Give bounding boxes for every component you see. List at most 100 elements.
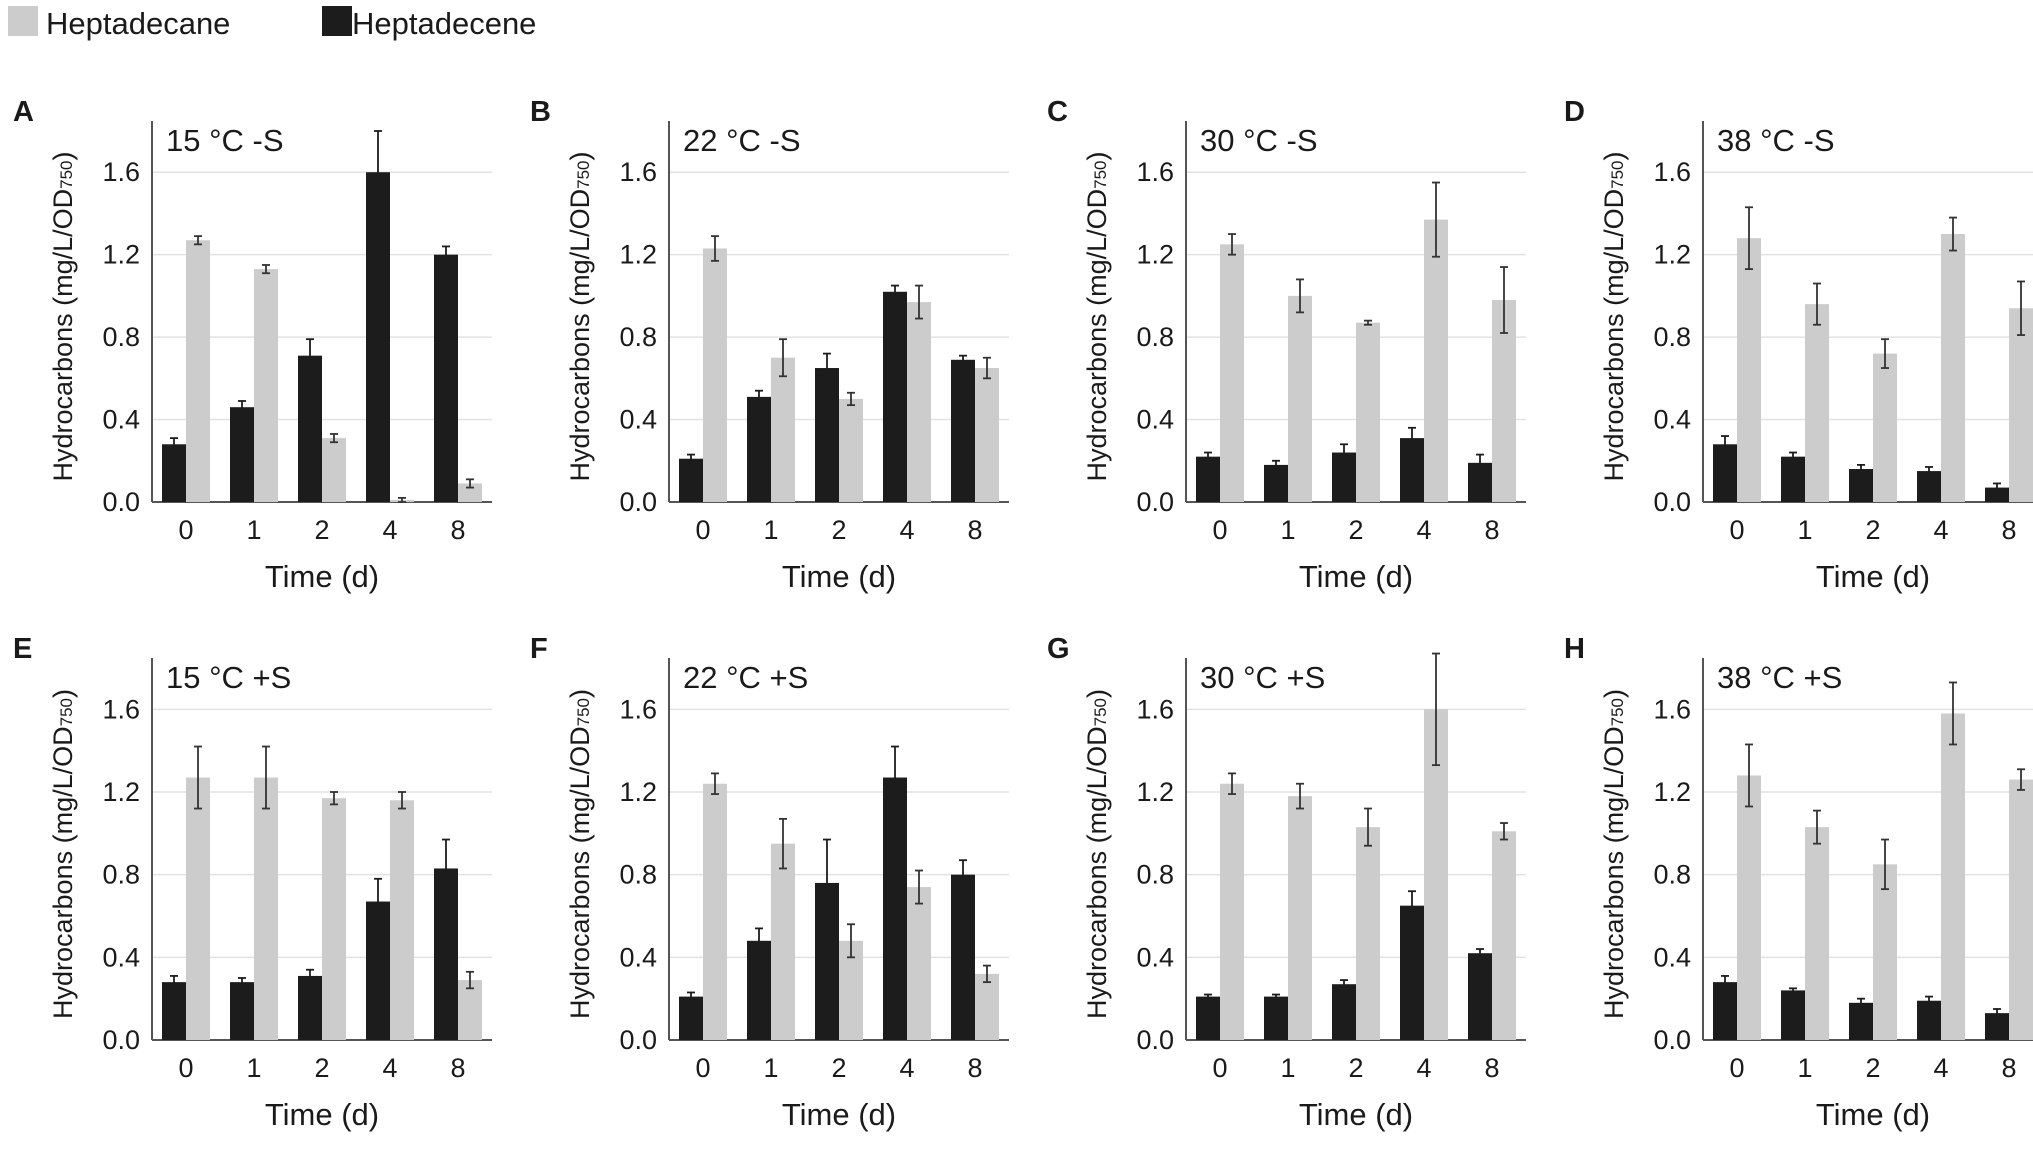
y-axis-label-close: ) (565, 152, 595, 161)
bar-heptadecene-day-4 (1917, 1000, 1941, 1040)
bar-heptadecene-day-2 (298, 975, 322, 1040)
panel-letter: H (1564, 633, 1585, 665)
y-tick-label: 1.2 (1653, 240, 1691, 270)
error-bar-heptadecane-day-8 (2017, 280, 2025, 336)
y-axis-label-main: Hydrocarbons (mg/L/OD (565, 189, 595, 482)
error-bar-heptadecene-day-2 (1857, 463, 1865, 475)
bar-heptadecane-day-4 (1424, 219, 1448, 502)
x-tick-label: 8 (967, 1053, 982, 1083)
error-bar-heptadecene-day-0 (170, 975, 178, 990)
bar-heptadecane-day-2 (1356, 322, 1380, 502)
y-axis-label-close: ) (48, 689, 78, 698)
error-bar-heptadecane-day-1 (1813, 809, 1821, 845)
error-bar-heptadecene-day-4 (374, 877, 382, 926)
error-bar-heptadecane-day-0 (1745, 743, 1753, 808)
x-tick-label: 8 (450, 1053, 465, 1083)
bar-heptadecane-day-1 (1805, 304, 1829, 502)
error-bar-heptadecane-day-8 (1500, 822, 1508, 841)
bar-heptadecene-day-0 (1713, 982, 1737, 1040)
y-axis-label-close: ) (565, 689, 595, 698)
x-tick-label: 1 (1797, 515, 1812, 545)
error-bar-heptadecene-day-4 (1408, 890, 1416, 922)
x-axis-label: Time (d) (1816, 559, 1930, 594)
y-axis-label: Hydrocarbons (mg/L/OD750) (565, 689, 595, 1019)
x-tick-label: 8 (450, 515, 465, 545)
error-bar-heptadecene-day-4 (891, 745, 899, 810)
x-tick-label: 8 (1484, 515, 1499, 545)
y-tick-label: 1.6 (1653, 694, 1691, 724)
y-axis-label-main: Hydrocarbons (mg/L/OD (1082, 726, 1112, 1019)
y-tick-label: 1.2 (102, 777, 140, 807)
y-tick-label: 1.6 (102, 694, 140, 724)
panel-a: 0.0 0.4 0.8 1.2 1.6 0 1 2 4 8 A 15 °C -S Time (d) Hyd… (13, 96, 492, 594)
bar-heptadecane-day-0 (703, 783, 727, 1040)
error-bar-heptadecane-day-2 (330, 791, 338, 806)
panel-b: 0.0 0.4 0.8 1.2 1.6 0 1 2 4 8 B 22 °C -S Time (d) Hyd… (530, 96, 1009, 594)
bar-heptadecane-day-1 (1805, 827, 1829, 1040)
y-tick-label: 0.8 (102, 322, 140, 352)
x-tick-label: 2 (831, 1053, 846, 1083)
y-tick-label: 1.6 (1653, 157, 1691, 187)
error-bar-heptadecene-day-1 (238, 977, 246, 988)
bar-heptadecene-day-1 (747, 940, 771, 1040)
legend-item-heptadecane: Heptadecane (8, 6, 230, 41)
bar-heptadecane-day-0 (186, 777, 210, 1040)
bar-heptadecane-day-4 (907, 302, 931, 502)
panel-letter: B (530, 96, 551, 128)
error-bar-heptadecane-day-4 (915, 869, 923, 905)
bar-heptadecene-day-8 (951, 874, 975, 1040)
error-bar-heptadecane-day-1 (1296, 782, 1304, 810)
bar-heptadecane-day-4 (390, 800, 414, 1040)
bar-heptadecene-day-8 (1468, 953, 1492, 1040)
x-tick-label: 4 (1933, 515, 1948, 545)
y-axis-label-main: Hydrocarbons (mg/L/OD (1599, 189, 1629, 482)
error-bar-heptadecene-day-1 (1789, 451, 1797, 462)
y-tick-label: 1.6 (619, 157, 657, 187)
chart-panels: 0.0 0.4 0.8 1.2 1.6 0 1 2 4 8 A 15 °C -S Time (d) Hyd… (13, 96, 2033, 1132)
error-bar-heptadecane-day-2 (330, 433, 338, 444)
y-tick-label: 0.0 (619, 1025, 657, 1055)
y-axis-label-subscript: 750 (57, 698, 76, 726)
x-tick-label: 2 (831, 515, 846, 545)
y-tick-label: 0.0 (1653, 487, 1691, 517)
error-bar-heptadecene-day-4 (374, 130, 382, 215)
y-tick-label: 0.4 (1653, 942, 1691, 972)
panel-title: 38 °C -S (1717, 123, 1835, 158)
error-bar-heptadecene-day-0 (1721, 975, 1729, 990)
panel-h: 0.0 0.4 0.8 1.2 1.6 0 1 2 4 8 H 38 °C +S Time (d) Hyd… (1564, 633, 2033, 1132)
y-axis-label: Hydrocarbons (mg/L/OD750) (565, 152, 595, 482)
error-bar-heptadecane-day-8 (1500, 266, 1508, 334)
x-tick-label: 0 (1212, 1053, 1227, 1083)
error-bar-heptadecane-day-4 (1949, 681, 1957, 746)
x-tick-label: 4 (899, 1053, 914, 1083)
panel-letter: F (530, 633, 548, 665)
x-tick-label: 4 (382, 1053, 397, 1083)
error-bar-heptadecene-day-8 (959, 859, 967, 891)
bar-heptadecene-day-0 (679, 458, 703, 502)
y-tick-label: 1.6 (1136, 694, 1174, 724)
panel-c: 0.0 0.4 0.8 1.2 1.6 0 1 2 4 8 C 30 °C -S Time (d) Hyd… (1047, 96, 1526, 594)
x-axis-label: Time (d) (265, 1097, 379, 1132)
error-bar-heptadecene-day-8 (442, 245, 450, 264)
y-tick-label: 0.8 (619, 322, 657, 352)
error-bar-heptadecene-day-8 (1476, 948, 1484, 959)
error-bar-heptadecane-day-1 (1813, 282, 1821, 326)
bar-heptadecene-day-1 (747, 396, 771, 502)
x-tick-label: 2 (314, 1053, 329, 1083)
y-tick-label: 0.0 (102, 1025, 140, 1055)
bar-heptadecene-day-1 (230, 407, 254, 502)
error-bar-heptadecane-day-0 (194, 235, 202, 246)
error-bar-heptadecene-day-2 (306, 338, 314, 374)
y-tick-label: 0.8 (619, 860, 657, 890)
error-bar-heptadecene-day-0 (1204, 451, 1212, 462)
error-bar-heptadecene-day-8 (1993, 1008, 2001, 1019)
error-bar-heptadecane-day-0 (711, 772, 719, 795)
y-tick-label: 0.4 (619, 942, 657, 972)
y-axis-label: Hydrocarbons (mg/L/OD750) (48, 689, 78, 1019)
bar-heptadecane-day-8 (458, 483, 482, 502)
y-tick-label: 0.0 (102, 487, 140, 517)
error-bar-heptadecane-day-2 (1364, 807, 1372, 847)
error-bar-heptadecene-day-1 (1272, 993, 1280, 1000)
y-axis-label-subscript: 750 (1608, 698, 1627, 726)
bar-heptadecene-day-0 (679, 996, 703, 1040)
